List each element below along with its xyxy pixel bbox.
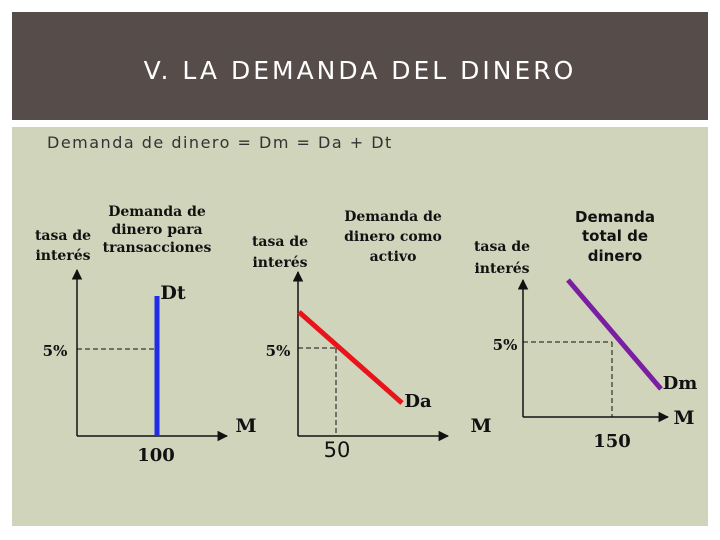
content-area	[12, 127, 708, 526]
panel-transactions: Demanda de dinero para transacciones tas…	[35, 204, 257, 466]
panel1-yaxis-line1: tasa de	[35, 228, 91, 244]
dm-label: Dm	[663, 373, 698, 394]
panel1-rate-label: 5%	[43, 342, 68, 360]
slide-subtitle: Demanda de dinero = Dm = Da + Dt	[47, 133, 393, 152]
panel3-header-line3: dinero	[588, 247, 642, 265]
panel-total: Demanda total de dinero tasa de interés …	[474, 208, 697, 452]
panel2-header-line3: activo	[370, 249, 417, 265]
panel-asset: Demanda de dinero como activo tasa de in…	[252, 209, 492, 462]
da-curve	[297, 310, 404, 405]
panel3-header-line2: total de	[582, 227, 648, 245]
panel2-x-value: 50	[324, 438, 351, 462]
panel2-header-line2: dinero como	[344, 229, 442, 245]
panel1-header-line1: Demanda de	[108, 204, 206, 220]
panel3-header-line1: Demanda	[575, 208, 655, 226]
panel1-header-line2: dinero para	[111, 222, 202, 238]
da-label: Da	[404, 391, 432, 412]
panel2-header-line1: Demanda de	[344, 209, 442, 225]
panel3-m-label: M	[673, 407, 694, 429]
panel3-yaxis-line1: tasa de	[474, 239, 530, 255]
panel3-x-value: 150	[593, 431, 631, 452]
slide-title: V. LA DEMANDA DEL DINERO	[143, 56, 577, 85]
dm-curve	[566, 278, 663, 391]
panel2-yaxis-line1: tasa de	[252, 234, 308, 250]
panel1-header-line3: transacciones	[103, 240, 212, 256]
panel1-x-value: 100	[137, 445, 175, 466]
panel1-yaxis-line2: interés	[35, 248, 90, 264]
title-bar: V. LA DEMANDA DEL DINERO	[12, 12, 708, 120]
panel2-rate-label: 5%	[266, 342, 291, 360]
panel3-yaxis-line2: interés	[474, 261, 529, 277]
panel3-rate-label: 5%	[493, 336, 518, 354]
panel2-yaxis-line2: interés	[252, 255, 307, 271]
dt-label: Dt	[160, 282, 185, 304]
panel1-m-label: M	[235, 415, 256, 437]
panel2-m-label: M	[470, 415, 491, 437]
